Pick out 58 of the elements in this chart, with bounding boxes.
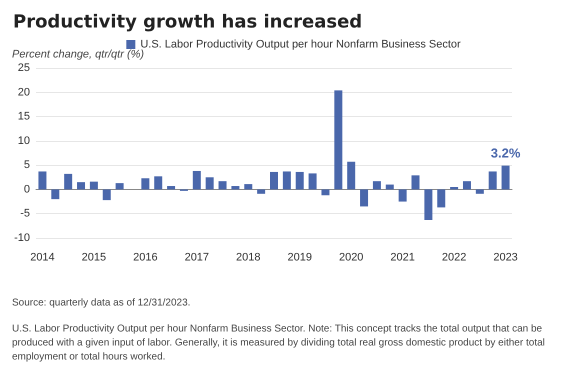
x-tick-label: 2018 [236, 252, 261, 264]
bar [476, 189, 484, 194]
bar [334, 90, 342, 190]
bar [437, 189, 446, 208]
bar [51, 189, 60, 200]
bar [398, 189, 407, 202]
bar [154, 176, 162, 190]
text: U.S. Labor Productivity Output per hour Nonfarm Business Sector. Note: This concept tracks the total output that can be produced with a given input of labor. Generally, it is measured by dividing total real gross domestic product by either total employment or total hours worked. [12, 324, 548, 362]
bar [116, 183, 124, 190]
x-tick-label: 2016 [133, 252, 158, 264]
bar [192, 170, 201, 190]
bar [308, 173, 317, 190]
bar [412, 175, 420, 190]
bar [257, 189, 266, 194]
bar [141, 178, 150, 190]
bar [64, 174, 72, 190]
bar [102, 189, 111, 200]
bar [77, 182, 86, 190]
chart-title: Productivity growth has increased [13, 12, 362, 32]
bar [502, 166, 510, 190]
y-tick-label: 20 [18, 86, 30, 98]
legend-label: U.S. Labor Productivity Output per hour Nonfarm Business Sector [140, 38, 462, 50]
bar [360, 189, 368, 206]
y-axis-title: Percent change, qtr/qtr (%) [12, 48, 144, 60]
bar [218, 181, 227, 190]
bar [462, 181, 471, 190]
y-tick-label: -5 [20, 208, 30, 220]
bar [270, 172, 278, 190]
x-tick-label: 2021 [390, 252, 415, 264]
y-tick-label: 25 [18, 62, 30, 74]
y-tick-label: -10 [14, 232, 30, 244]
y-tick-label: 0 [24, 183, 30, 196]
x-tick-label: 2023 [493, 252, 518, 264]
bar [244, 184, 252, 190]
bar [424, 189, 432, 220]
bar [386, 184, 394, 190]
x-tick-label: 2022 [442, 252, 466, 264]
bar [372, 181, 381, 190]
bar [488, 171, 497, 190]
x-tick-label: 2017 [184, 252, 210, 264]
x-tick-label: 2020 [338, 252, 364, 264]
x-tick-label: 2014 [30, 252, 55, 264]
bar [347, 162, 356, 190]
x-tick-label: 2019 [287, 252, 312, 264]
y-tick-label: 15 [18, 110, 30, 123]
bar [231, 186, 240, 190]
bar [38, 171, 46, 190]
y-tick-label: 5 [24, 159, 30, 172]
bar [206, 177, 214, 190]
bar [321, 189, 330, 196]
bar [282, 171, 291, 190]
y-tick-label: 10 [18, 134, 30, 147]
x-tick-label: 2015 [82, 252, 106, 264]
annotation: 3.2% [490, 146, 521, 161]
source-note: Source: quarterly data as of 12/31/2023. [12, 298, 190, 308]
bar [90, 182, 98, 190]
bar [296, 172, 304, 190]
bar [167, 186, 176, 190]
